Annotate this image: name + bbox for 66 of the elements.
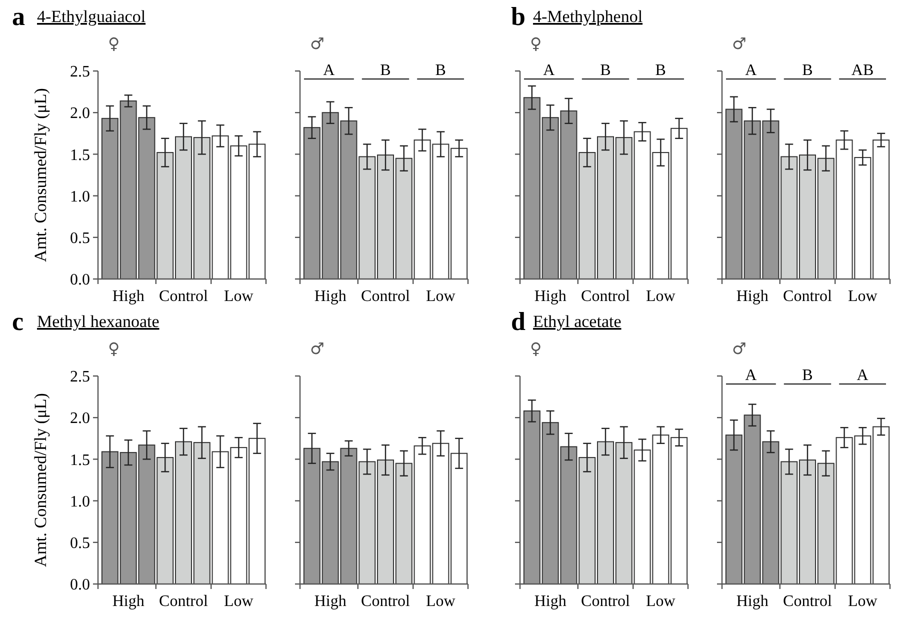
y-tick-label: 0.5	[70, 535, 90, 552]
text: ♀	[108, 34, 120, 53]
text: c	[12, 307, 24, 336]
annotation: B	[435, 62, 446, 79]
x-tick-label: Control	[361, 593, 410, 610]
annotation: B	[802, 367, 813, 384]
y-tick-label: 2.5	[70, 64, 90, 81]
annotation: A	[745, 367, 758, 384]
y-tick-label: 1.0	[70, 493, 90, 510]
text: ♀	[530, 34, 542, 53]
annotation: A	[323, 62, 336, 79]
x-tick-label: High	[736, 593, 768, 610]
text: a	[12, 2, 25, 31]
chart-title: 4-Methylphenol	[533, 7, 643, 26]
x-tick-label: Low	[224, 593, 254, 610]
x-tick-label: Low	[848, 288, 878, 305]
x-tick-label: Control	[581, 288, 630, 305]
x-tick-label: Control	[783, 288, 832, 305]
x-tick-label: Control	[159, 593, 208, 610]
chart-title: 4-Ethylguaiacol	[37, 7, 146, 26]
annotation: A	[745, 62, 758, 79]
y-tick-label: 1.0	[70, 188, 90, 206]
x-tick-label: Control	[783, 593, 832, 610]
chart-title: Methyl hexanoate	[37, 312, 160, 331]
y-tick-label: 1.5	[70, 146, 90, 164]
y-tick-label: 2.0	[70, 410, 90, 428]
x-tick-label: High	[112, 288, 144, 305]
annotation: B	[600, 62, 611, 79]
text: ♂	[310, 339, 324, 358]
y-tick-label: 2.5	[70, 368, 90, 386]
annotation: A	[856, 367, 869, 384]
x-tick-label: Low	[224, 288, 254, 305]
x-tick-label: Control	[581, 593, 630, 610]
annotation: B	[655, 62, 666, 79]
annotation: B	[802, 62, 813, 79]
annotation: B	[380, 62, 391, 79]
x-tick-label: High	[534, 288, 566, 305]
y-tick-label: 1.5	[70, 452, 90, 469]
x-tick-label: Control	[361, 288, 410, 305]
y-tick-label: 0.0	[70, 272, 90, 289]
text: ♂	[732, 34, 746, 53]
x-tick-label: High	[736, 288, 768, 305]
annotation: AB	[851, 62, 874, 79]
x-tick-label: Low	[646, 288, 676, 305]
text: ♂	[732, 339, 746, 358]
x-tick-label: Low	[646, 593, 676, 610]
text: ♀	[108, 339, 120, 358]
x-tick-label: High	[314, 288, 346, 305]
text: ♀	[530, 339, 542, 358]
x-tick-label: High	[534, 593, 566, 610]
text: d	[511, 307, 526, 336]
x-tick-label: High	[314, 593, 346, 610]
x-tick-label: Low	[426, 593, 456, 610]
y-axis-title: Amt. Consumed/Fly (μL)	[31, 88, 50, 262]
x-tick-label: Low	[426, 288, 456, 305]
x-tick-label: Control	[159, 288, 208, 305]
y-tick-label: 2.0	[70, 105, 90, 122]
annotation: A	[543, 62, 556, 79]
chart-title: Ethyl acetate	[533, 312, 622, 331]
y-tick-label: 0.5	[70, 230, 90, 247]
x-tick-label: High	[112, 593, 144, 610]
y-tick-label: 0.0	[70, 576, 90, 594]
text: ♂	[310, 34, 324, 53]
y-axis-title: Amt. Consumed/Fly (μL)	[31, 393, 50, 567]
x-tick-label: Low	[848, 593, 878, 610]
text: b	[511, 2, 526, 31]
